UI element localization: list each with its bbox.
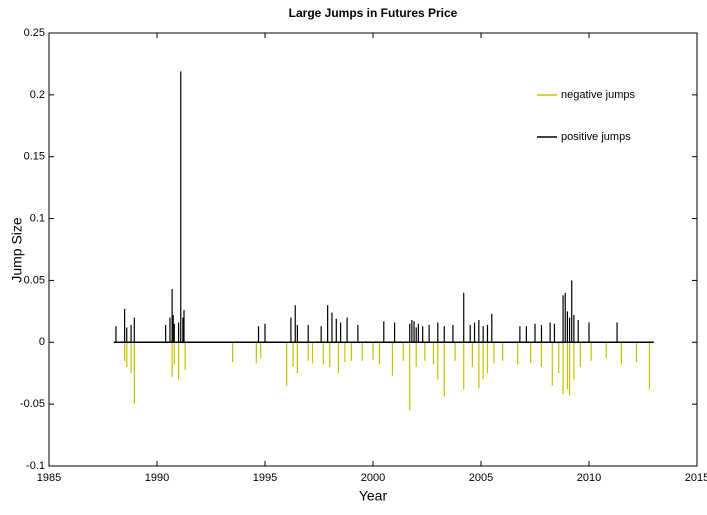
y-tick-label: 0.15 (24, 151, 45, 163)
chart-title: Large Jumps in Futures Price (289, 6, 458, 20)
y-tick-label: 0.2 (30, 89, 45, 101)
y-tick-label: -0.1 (26, 460, 45, 472)
x-tick-label: 2005 (469, 472, 493, 484)
y-axis-label: Jump Size (9, 217, 25, 283)
y-tick-label: 0.05 (24, 274, 45, 286)
x-tick-label: 2015 (685, 472, 707, 484)
y-tick-label: 0.25 (24, 27, 45, 39)
y-tick-label: 0.1 (30, 212, 45, 224)
x-tick-label: 2010 (577, 472, 601, 484)
x-axis-label: Year (359, 488, 388, 504)
plot-frame (48, 32, 698, 467)
x-tick-label: 1985 (37, 472, 61, 484)
x-tick-label: 1990 (145, 472, 169, 484)
x-tick-label: 2000 (361, 472, 385, 484)
legend-label: positive jumps (561, 131, 631, 143)
legend-label: negative jumps (561, 89, 635, 101)
x-tick-label: 1995 (253, 472, 277, 484)
y-tick-label: -0.05 (20, 398, 45, 410)
y-tick-label: 0 (39, 336, 45, 348)
